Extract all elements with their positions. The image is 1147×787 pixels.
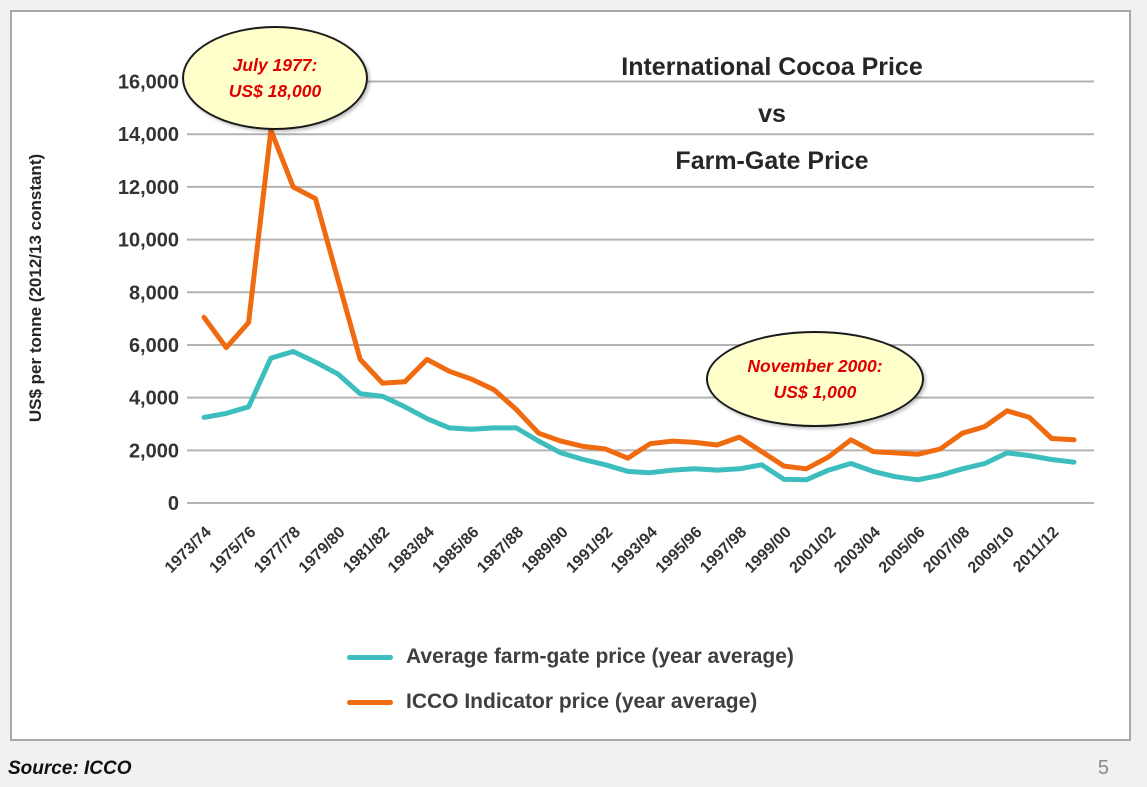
y-tick-label: 2,000 xyxy=(129,440,179,462)
x-tick-label: 1979/80 xyxy=(296,524,349,577)
y-tick-label: 4,000 xyxy=(129,388,179,410)
farm-gate-line-swatch xyxy=(347,654,393,660)
page-number: 5 xyxy=(1097,757,1109,779)
legend-label-icco: ICCO Indicator price (year average) xyxy=(406,690,758,713)
icco-line-swatch xyxy=(347,699,393,705)
y-tick-label: 10,000 xyxy=(118,230,179,252)
line-chart-plot: 0 2,000 4,000 6,000 8,000 10,000 12,000 14,000 1… xyxy=(118,72,1094,577)
y-tick-label: 12,000 xyxy=(118,177,179,199)
x-tick-label: 1983/84 xyxy=(385,524,438,577)
chart-title-line-1: International Cocoa Price xyxy=(621,53,923,81)
annotation-july-1977-value: US$ 18,000 xyxy=(228,81,322,101)
y-tick-label: 6,000 xyxy=(129,335,179,357)
x-tick-label: 1991/92 xyxy=(563,524,616,577)
x-tick-label: 1977/78 xyxy=(251,524,304,577)
x-tick-label: 1997/98 xyxy=(697,524,750,577)
annotation-november-2000-date: November 2000: xyxy=(747,356,883,376)
x-tick-label: 2009/10 xyxy=(965,524,1018,577)
legend-item-icco: ICCO Indicator price (year average) xyxy=(347,690,794,714)
annotation-july-1977: July 1977: US$ 18,000 xyxy=(182,26,368,130)
annotation-november-2000-value: US$ 1,000 xyxy=(773,382,857,402)
x-tick-label: 1995/96 xyxy=(653,524,706,577)
y-tick-label: 16,000 xyxy=(118,72,179,94)
chart-title-line-2: vs xyxy=(758,100,786,128)
x-tick-label: 2011/12 xyxy=(1010,524,1062,576)
x-tick-label: 1993/94 xyxy=(608,524,661,577)
x-tick-label: 1985/86 xyxy=(430,524,483,577)
annotation-november-2000: November 2000: US$ 1,000 xyxy=(706,331,924,427)
y-tick-label: 0 xyxy=(168,493,179,515)
y-axis-title: US$ per tonne (2012/13 constant) xyxy=(26,153,45,423)
x-tick-label: 2005/06 xyxy=(876,524,929,577)
chart-title-line-3: Farm-Gate Price xyxy=(675,147,869,175)
x-tick-label: 1975/76 xyxy=(207,524,260,577)
chart-title: International Cocoa Price vs Farm-Gate P… xyxy=(442,44,1102,185)
chart-legend: Average farm-gate price (year average) I… xyxy=(347,645,794,714)
y-tick-label: 8,000 xyxy=(129,282,179,304)
legend-item-farm-gate: Average farm-gate price (year average) xyxy=(347,645,794,669)
x-tick-label: 1987/88 xyxy=(474,524,527,577)
x-tick-label: 2007/08 xyxy=(920,524,973,577)
x-tick-label: 1981/82 xyxy=(340,524,393,577)
icco-series-line xyxy=(201,127,1077,472)
x-tick-label: 2003/04 xyxy=(831,524,884,577)
source-note: Source: ICCO xyxy=(8,758,132,779)
x-tick-label: 1973/74 xyxy=(162,524,215,577)
x-tick-label: 1999/00 xyxy=(742,524,795,577)
x-tick-label: 2001/02 xyxy=(787,524,840,577)
x-tick-label: 1989/90 xyxy=(519,524,572,577)
y-tick-label: 14,000 xyxy=(118,124,179,146)
annotation-july-1977-date: July 1977: xyxy=(232,55,318,75)
legend-label-farm-gate: Average farm-gate price (year average) xyxy=(406,645,794,668)
farm-gate-series-line xyxy=(201,349,1077,483)
chart-container: 0 2,000 4,000 6,000 8,000 10,000 12,000 14,000 1… xyxy=(10,10,1131,741)
